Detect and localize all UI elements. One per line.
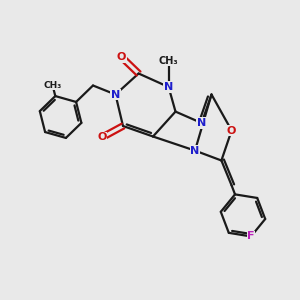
Text: O: O (117, 52, 126, 62)
Text: N: N (197, 118, 206, 128)
Text: N: N (164, 82, 173, 92)
Text: N: N (190, 146, 200, 156)
Text: CH₃: CH₃ (159, 56, 178, 66)
Text: CH₃: CH₃ (44, 80, 62, 89)
Text: F: F (247, 231, 255, 242)
Text: O: O (227, 125, 236, 136)
Text: N: N (111, 89, 120, 100)
Text: O: O (97, 132, 107, 142)
